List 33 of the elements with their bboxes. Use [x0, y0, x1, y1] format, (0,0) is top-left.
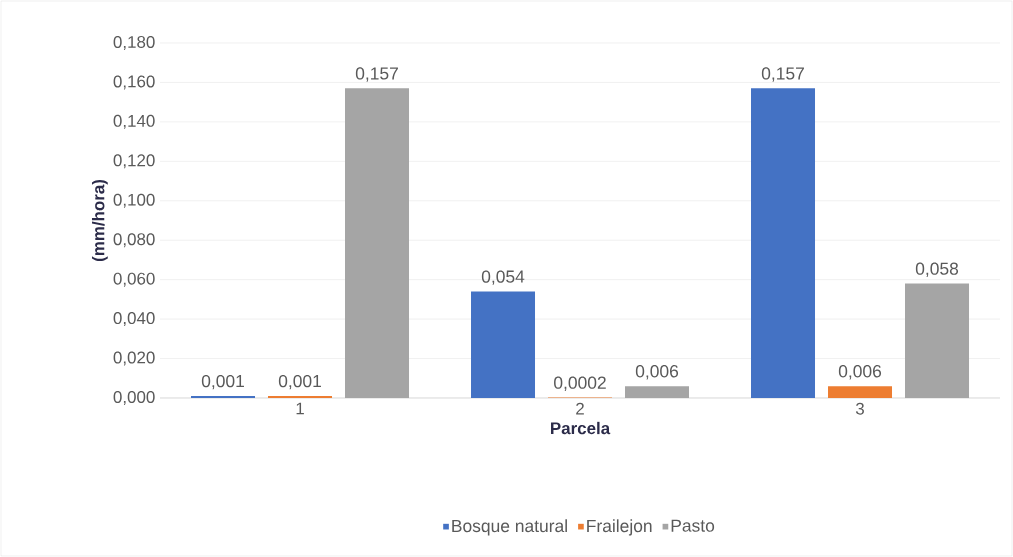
data-label: 0,054	[481, 270, 525, 285]
y-axis-title: (mm/hora)	[91, 179, 108, 262]
data-label: 0,001	[278, 374, 321, 390]
data-label: 0,0002	[554, 376, 606, 391]
x-tick-label: 3	[855, 402, 864, 415]
y-tick-label: 0,060	[113, 272, 155, 287]
data-label: 0,006	[838, 365, 882, 380]
data-label: 0,157	[761, 67, 804, 82]
y-tick-label: 0,120	[113, 154, 155, 169]
y-tick-label: 0,020	[113, 351, 155, 366]
legend-label: Pasto	[671, 519, 715, 532]
x-axis-title: Parcela	[551, 421, 611, 435]
data-label: 0,001	[201, 374, 244, 390]
bar	[471, 291, 536, 398]
bar	[905, 283, 970, 398]
y-tick-label: 0,140	[113, 114, 155, 129]
bar	[625, 386, 690, 398]
legend-label: Bosque natural	[452, 519, 567, 536]
data-label: 0,006	[635, 365, 679, 380]
y-tick-label: 0,000	[113, 390, 155, 405]
data-label: 0,157	[355, 67, 398, 82]
y-tick-label: 0,180	[113, 35, 155, 50]
data-label: 0,058	[915, 262, 959, 277]
x-tick-label: 2	[576, 402, 584, 415]
x-tick-label: 1	[296, 402, 304, 415]
y-tick-label: 0,160	[113, 75, 155, 90]
y-tick-label: 0,100	[113, 193, 155, 208]
bar	[345, 88, 410, 398]
bar	[751, 88, 816, 398]
y-tick-label: 0,080	[113, 233, 155, 248]
bar	[828, 386, 893, 398]
legend-label: Frailejon	[587, 519, 652, 536]
y-tick-label: 0,040	[113, 312, 155, 327]
